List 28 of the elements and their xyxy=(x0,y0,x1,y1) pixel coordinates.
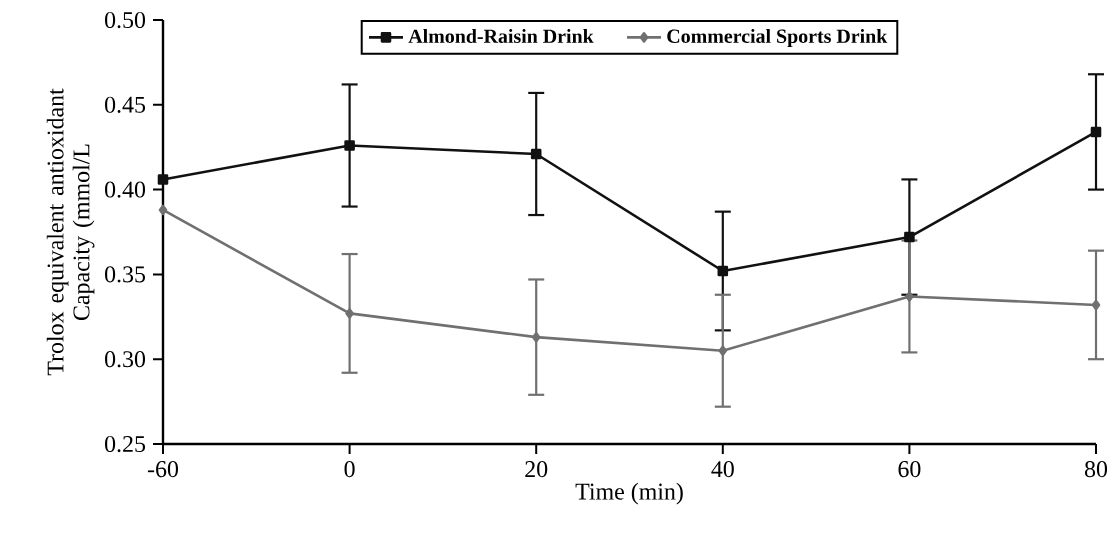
x-tick-label: 40 xyxy=(711,461,734,478)
point xyxy=(530,148,542,160)
point xyxy=(158,204,168,216)
legend-label: Almond-Raisin Drink xyxy=(408,28,594,43)
y-tick-label: 0.30 xyxy=(105,351,146,368)
point xyxy=(344,140,355,151)
y-tick-label: 0.45 xyxy=(105,96,146,113)
x-tick-label: 60 xyxy=(898,461,921,478)
y-axis-title: Trolox equivalent antioxidant Capacity (mmol/L xyxy=(46,88,95,376)
y-tick-label: 0.40 xyxy=(105,181,146,198)
point xyxy=(904,231,915,243)
point xyxy=(905,291,914,302)
y-tick-label: 0.35 xyxy=(105,266,146,283)
x-tick-label: -60 xyxy=(147,461,179,478)
point xyxy=(1091,299,1101,311)
x-tick-label: 80 xyxy=(1084,461,1108,478)
y-tick-label: 0.50 xyxy=(105,11,146,29)
point xyxy=(157,174,169,185)
point xyxy=(531,331,541,343)
x-tick-label: 0 xyxy=(344,461,355,478)
point xyxy=(717,265,729,277)
legend-label: Commercial Sports Drink xyxy=(667,28,888,48)
y-tick-label: 0.25 xyxy=(105,435,146,453)
point xyxy=(1090,126,1102,138)
x-axis-title: Time (min) xyxy=(575,482,683,505)
point xyxy=(345,308,354,319)
x-tick-label: 20 xyxy=(525,461,548,478)
point xyxy=(718,345,728,356)
